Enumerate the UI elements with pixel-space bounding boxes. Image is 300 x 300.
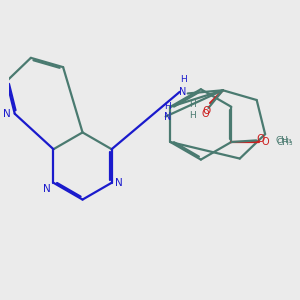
Text: N: N [43, 184, 51, 194]
Text: O: O [256, 134, 265, 144]
Text: N: N [164, 112, 171, 122]
Text: N: N [116, 178, 123, 188]
Text: O: O [202, 106, 210, 116]
Text: H: H [189, 111, 196, 120]
Text: CH₃: CH₃ [277, 137, 293, 146]
Text: H: H [189, 100, 196, 109]
Text: O: O [202, 110, 209, 119]
Text: H: H [180, 75, 187, 84]
Text: N: N [3, 109, 11, 119]
Text: O: O [262, 137, 269, 147]
Text: H: H [164, 102, 171, 111]
Text: N: N [178, 87, 186, 97]
Text: CH₃: CH₃ [275, 136, 292, 145]
